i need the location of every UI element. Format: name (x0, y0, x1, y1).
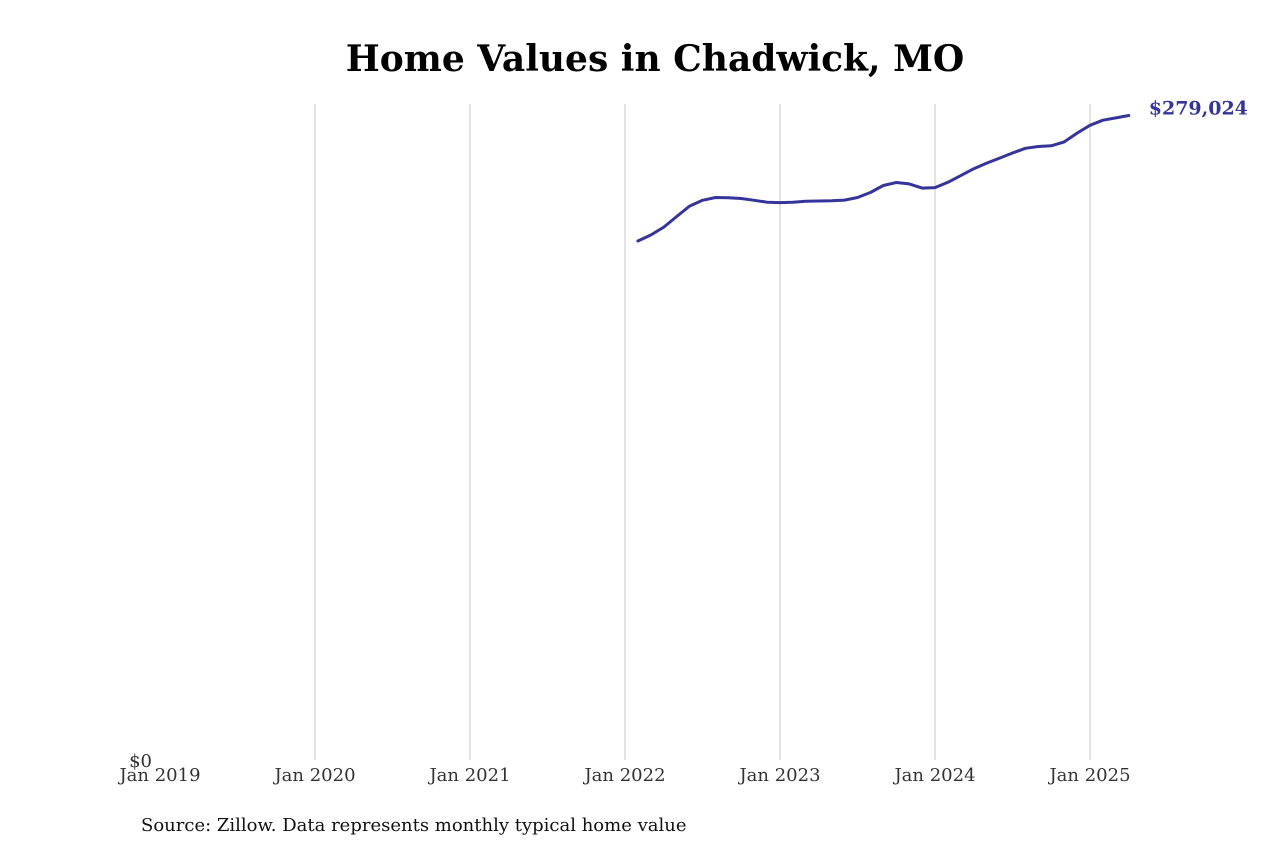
x-tick-label: Jan 2024 (892, 765, 975, 786)
chart-title: Home Values in Chadwick, MO (345, 38, 965, 80)
series-line (636, 114, 1131, 243)
x-tick-label: Jan 2025 (1047, 765, 1130, 786)
x-tick-label: Jan 2023 (737, 765, 820, 786)
series-layer (636, 114, 1131, 243)
source-note: Source: Zillow. Data represents monthly … (141, 815, 687, 836)
end-label-layer: $279,024 (1149, 97, 1248, 119)
gridlines (314, 104, 1091, 760)
end-value-label: $279,024 (1149, 97, 1248, 119)
x-tick-label: Jan 2020 (272, 765, 355, 786)
y-axis-ticks: $0 (129, 751, 152, 772)
x-tick-label: Jan 2021 (427, 765, 510, 786)
x-tick-label: Jan 2022 (582, 765, 665, 786)
x-axis-ticks: Jan 2019 Jan 2020 Jan 2021 Jan 2022 Jan 2023… (117, 765, 1130, 786)
y-tick-label: $0 (129, 751, 152, 772)
x-tick-label: Jan 2019 (117, 765, 200, 786)
